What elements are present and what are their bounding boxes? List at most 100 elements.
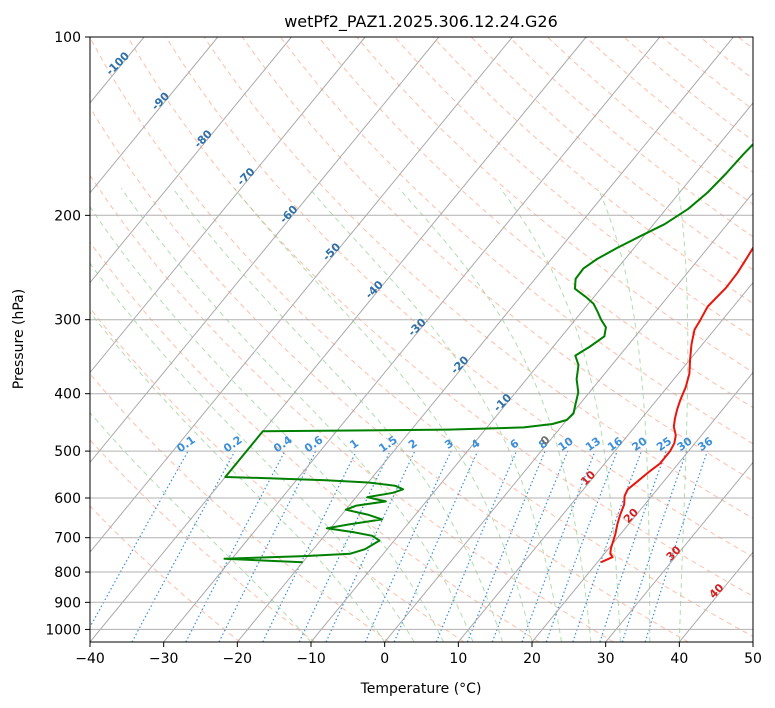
isotherm-line bbox=[163, 37, 661, 642]
plot-frame bbox=[89, 36, 754, 643]
isotherm-line bbox=[90, 37, 366, 374]
y-axis: 100 200 300 400 500 600 700 800 900 1000 bbox=[45, 30, 90, 638]
mixing-ratio-line bbox=[364, 450, 452, 642]
mixing-ratio-line bbox=[545, 450, 618, 642]
mixing-ratio-label: 2 bbox=[406, 437, 420, 452]
isotherm-label: -20 bbox=[448, 353, 471, 376]
dry-adiabat bbox=[623, 37, 753, 142]
y-tick-label: 800 bbox=[54, 565, 81, 581]
moist-adiabat bbox=[308, 187, 562, 642]
chart-title: wetPf2_PAZ1.2025.306.12.24.G26 bbox=[284, 12, 558, 32]
y-tick-label: 100 bbox=[54, 30, 81, 46]
mixing-ratio-label: 6 bbox=[508, 437, 522, 452]
x-axis-label: Temperature (°C) bbox=[360, 681, 482, 697]
isopleth-labels: 0.1 0.2 0.4 0.6 1 1.5 2 3 4 6 8 10 13 16 20 25 30 36-100-… bbox=[103, 49, 726, 601]
moist-adiabat bbox=[90, 411, 312, 642]
mixing-ratio-line bbox=[185, 450, 286, 642]
x-tick-label: 40 bbox=[670, 651, 688, 667]
isotherm-line bbox=[90, 37, 292, 284]
x-tick-label: −30 bbox=[149, 651, 179, 667]
x-tick-label: 10 bbox=[449, 651, 467, 667]
x-tick-label: −20 bbox=[223, 651, 253, 667]
isotherm-line bbox=[384, 192, 753, 642]
isotherm-label: -10 bbox=[491, 391, 514, 414]
isotherm-label: -100 bbox=[103, 49, 132, 78]
moist-adiabat bbox=[172, 187, 503, 642]
moist-adiabat bbox=[677, 188, 689, 642]
x-tick-label: −40 bbox=[75, 651, 105, 667]
mixing-ratio-line bbox=[262, 450, 357, 642]
mixing-ratio-line bbox=[466, 450, 546, 642]
moist-adiabat bbox=[499, 187, 621, 642]
dry-adiabat bbox=[90, 373, 390, 642]
isotherm-label: -80 bbox=[192, 127, 215, 150]
isotherm-line bbox=[752, 641, 753, 642]
moist-adiabat bbox=[90, 262, 415, 642]
x-tick-label: 20 bbox=[523, 651, 541, 667]
mixing-ratio-label: 1 bbox=[347, 437, 361, 452]
dewpoint-profile-line bbox=[223, 142, 753, 564]
y-tick-label: 500 bbox=[54, 444, 81, 460]
isotherm-label: -60 bbox=[277, 203, 300, 226]
mixing-ratio-line bbox=[90, 450, 189, 629]
x-axis: −40 −30 −20 −10 0 10 20 30 40 50 bbox=[75, 642, 762, 667]
moist-adiabat bbox=[597, 188, 651, 642]
mixing-ratio-line bbox=[131, 450, 236, 642]
dry-adiabat bbox=[90, 505, 241, 642]
isotherm-label: 40 bbox=[707, 581, 727, 601]
mixing-ratio-label: 0.4 bbox=[271, 433, 295, 455]
mixing-ratio-line bbox=[218, 450, 317, 642]
dry-adiabat bbox=[90, 439, 316, 642]
mixing-ratio-line bbox=[491, 450, 569, 642]
isotherm-line bbox=[310, 102, 753, 642]
y-axis-label: Pressure (hPa) bbox=[11, 289, 27, 389]
mixing-ratio-line bbox=[644, 450, 708, 642]
moist-adiabat bbox=[234, 187, 533, 642]
x-tick-label: 50 bbox=[744, 651, 762, 667]
isotherm-line bbox=[531, 371, 753, 642]
dry-adiabat bbox=[547, 37, 753, 205]
isotherm-line bbox=[605, 461, 753, 642]
mixing-ratio-label: 0.6 bbox=[302, 433, 326, 455]
dry-adiabat bbox=[241, 37, 753, 482]
moist-adiabat bbox=[90, 311, 386, 642]
y-tick-label: 700 bbox=[54, 531, 81, 547]
mixing-ratio-line bbox=[393, 450, 479, 642]
dry-adiabat bbox=[356, 37, 753, 373]
dry-adiabat bbox=[90, 174, 614, 642]
isotherm-line bbox=[457, 281, 753, 642]
isotherm-label: 10 bbox=[578, 468, 598, 488]
moist-adiabat bbox=[120, 187, 474, 642]
dry-adiabat bbox=[165, 37, 753, 558]
isotherm-label: -70 bbox=[234, 165, 257, 188]
isotherm-label: -90 bbox=[149, 89, 172, 112]
dry-adiabat bbox=[508, 37, 753, 238]
dry-adiabat bbox=[90, 241, 540, 642]
isotherm-line bbox=[90, 37, 219, 194]
dry-adiabat bbox=[90, 307, 465, 642]
dry-adiabat bbox=[90, 106, 689, 642]
mixing-ratio-label: 3 bbox=[442, 437, 456, 452]
pressure-gridlines bbox=[90, 37, 753, 630]
temperature-profile-line bbox=[600, 246, 753, 564]
y-tick-label: 200 bbox=[54, 208, 81, 224]
mixing-ratio-line bbox=[435, 450, 518, 642]
x-tick-label: 30 bbox=[597, 651, 615, 667]
dry-adiabat bbox=[90, 37, 753, 638]
isotherm-line bbox=[90, 37, 513, 553]
isotherm-line bbox=[90, 37, 440, 464]
mixing-ratio-line bbox=[521, 450, 596, 642]
mixing-ratio-label: 0.2 bbox=[221, 433, 244, 455]
mixing-ratio-label: 4 bbox=[469, 437, 483, 452]
y-tick-label: 900 bbox=[54, 595, 81, 611]
dry-adiabat bbox=[127, 37, 753, 597]
mixing-ratio-line bbox=[599, 450, 667, 642]
y-tick-label: 400 bbox=[54, 387, 81, 403]
mixing-ratio-line bbox=[621, 450, 688, 642]
sounding-series bbox=[223, 142, 753, 564]
dry-adiabat bbox=[432, 37, 753, 304]
y-tick-label: 1000 bbox=[45, 622, 81, 638]
dry-adiabat bbox=[699, 37, 753, 80]
dry-adiabat bbox=[203, 37, 753, 519]
